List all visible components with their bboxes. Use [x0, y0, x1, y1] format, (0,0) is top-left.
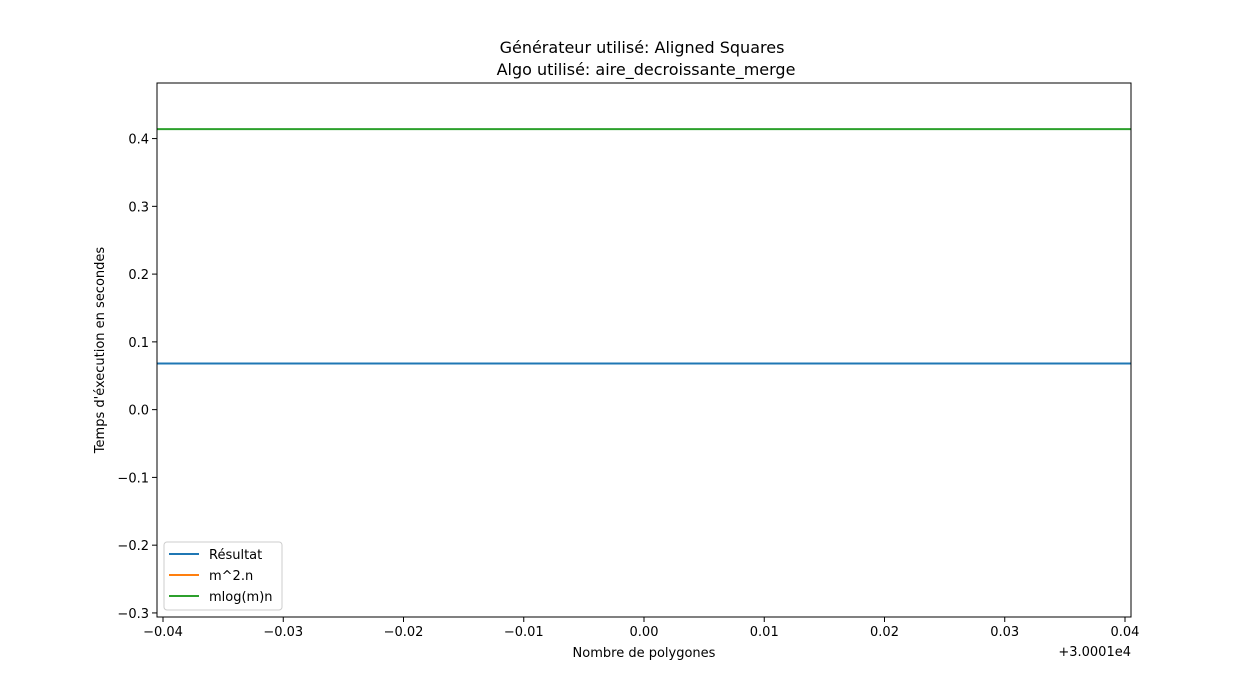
- y-tick-label: 0.3: [128, 200, 149, 215]
- y-tick-label: −0.1: [117, 471, 149, 486]
- chart-title-line2: Algo utilisé: aire_decroissante_merge: [497, 60, 796, 80]
- x-tick-label: 0.02: [870, 625, 899, 640]
- x-tick-label: 0.01: [750, 625, 779, 640]
- series-layer: [157, 128, 1131, 365]
- legend-label-1: m^2.n: [209, 569, 253, 584]
- x-tick-label: 0.00: [630, 625, 659, 640]
- y-tick-label: −0.3: [117, 607, 149, 622]
- x-tick-label: 0.04: [1111, 625, 1140, 640]
- y-axis: −0.3 −0.2 −0.1 0.0 0.1 0.2 0.3 0.4: [117, 133, 157, 622]
- y-axis-label: Temps d'éxecution en secondes: [93, 247, 108, 455]
- x-tick-label: 0.03: [990, 625, 1019, 640]
- legend: Résultat m^2.n mlog(m)n: [163, 541, 283, 611]
- legend-label-0: Résultat: [209, 548, 262, 563]
- chart-title-line1: Générateur utilisé: Aligned Squares: [500, 38, 785, 57]
- y-tick-label: 0.0: [128, 404, 149, 419]
- x-axis-offset-label: +3.0001e4: [1058, 645, 1131, 660]
- legend-label-2: mlog(m)n: [209, 590, 273, 605]
- x-tick-label: −0.04: [143, 625, 183, 640]
- x-tick-label: −0.01: [504, 625, 544, 640]
- x-tick-label: −0.03: [263, 625, 303, 640]
- x-axis: −0.04 −0.03 −0.02 −0.01 0.00 0.01 0.02 0.03 0.04: [143, 617, 1139, 640]
- y-tick-label: −0.2: [117, 539, 149, 554]
- x-tick-label: −0.02: [384, 625, 424, 640]
- plot-area: [157, 83, 1131, 617]
- y-tick-label: 0.1: [128, 336, 149, 351]
- legend-box: [163, 541, 283, 611]
- x-axis-label: Nombre de polygones: [573, 646, 716, 661]
- y-tick-label: 0.4: [128, 133, 149, 148]
- legend-entries: Résultat m^2.n mlog(m)n: [169, 548, 273, 605]
- y-tick-label: 0.2: [128, 268, 149, 283]
